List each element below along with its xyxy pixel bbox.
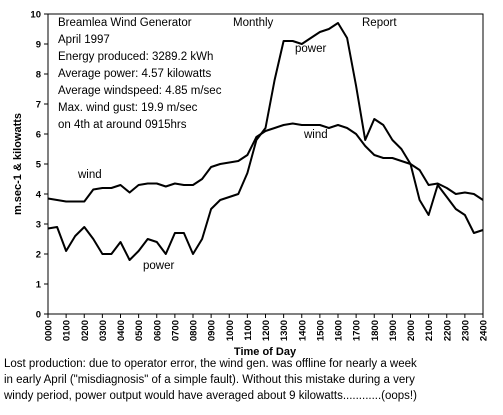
- x-tick-label: 0400: [116, 320, 127, 341]
- annotation: power: [143, 260, 174, 272]
- x-tick-label: 0300: [98, 320, 109, 341]
- y-tick-label: 3: [36, 220, 41, 231]
- annotation: wind: [303, 129, 328, 141]
- x-tick-label: 0600: [152, 320, 163, 341]
- annotation: Report: [362, 17, 397, 29]
- caption-line: in early April ("misdiagnosis" of a simp…: [4, 374, 415, 386]
- x-tick-label: 2400: [479, 320, 490, 341]
- y-tick-label: 2: [36, 250, 41, 261]
- annotation: Max. wind gust: 19.9 m/sec: [58, 102, 198, 114]
- caption-line: Lost production: due to operator error, …: [4, 358, 417, 370]
- x-tick-label: 1000: [225, 320, 236, 341]
- caption-line: windy period, power output would have av…: [3, 390, 417, 402]
- x-tick-label: 2000: [406, 320, 417, 341]
- x-tick-label: 1100: [243, 320, 254, 341]
- x-tick-label: 1300: [279, 320, 290, 341]
- y-axis-title: m.sec-1 & kilowatts: [12, 113, 24, 215]
- x-tick-label: 2100: [424, 320, 435, 341]
- annotation: Average windspeed: 4.85 m/sec: [58, 85, 222, 97]
- y-tick-label: 10: [30, 10, 41, 21]
- x-tick-label: 0000: [44, 320, 55, 341]
- x-tick-label: 0800: [189, 320, 200, 341]
- y-tick-label: 9: [36, 40, 41, 51]
- x-tick-label: 1800: [370, 320, 381, 341]
- x-tick-label: 1900: [388, 320, 399, 341]
- annotation: wind: [77, 169, 102, 181]
- annotation: Breamlea Wind Generator: [58, 17, 192, 29]
- x-tick-label: 2200: [442, 320, 453, 341]
- annotation: April 1997: [58, 34, 110, 46]
- x-tick-label: 1600: [334, 320, 345, 341]
- x-tick-label: 2300: [460, 320, 471, 341]
- x-tick-label: 0100: [62, 320, 73, 341]
- y-tick-label: 5: [36, 160, 42, 171]
- x-tick-label: 1500: [315, 320, 326, 341]
- series-line: [47, 22, 484, 261]
- y-tick-label: 0: [36, 310, 41, 321]
- x-tick-label: 1400: [297, 320, 308, 341]
- annotation: Average power: 4.57 kilowatts: [58, 68, 211, 80]
- x-tick-label: 1200: [261, 320, 272, 341]
- x-tick-label: 0700: [170, 320, 181, 341]
- annotation: Monthly: [233, 17, 274, 29]
- annotation: on 4th at around 0915hrs: [58, 119, 187, 131]
- x-axis-title: Time of Day: [234, 346, 297, 358]
- y-tick-label: 7: [36, 100, 41, 111]
- y-tick-label: 6: [36, 130, 41, 141]
- x-tick-label: 0200: [80, 320, 91, 341]
- annotation: Energy produced: 3289.2 kWh: [58, 51, 213, 63]
- y-tick-label: 1: [36, 280, 42, 291]
- x-tick-label: 0500: [134, 320, 145, 341]
- x-tick-label: 0900: [207, 320, 218, 341]
- x-tick-label: 1700: [352, 320, 363, 341]
- y-tick-label: 4: [36, 190, 42, 201]
- y-tick-label: 8: [36, 70, 41, 81]
- annotation: power: [295, 43, 326, 55]
